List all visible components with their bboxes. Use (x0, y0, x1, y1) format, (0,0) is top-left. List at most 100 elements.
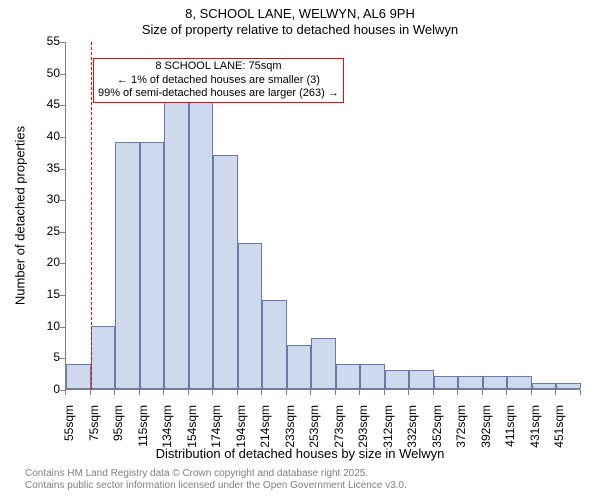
x-tick-label: 55sqm (62, 405, 76, 455)
x-tick-mark (580, 390, 581, 395)
y-tick-label: 35 (30, 161, 60, 175)
x-tick-label: 194sqm (234, 405, 248, 455)
histogram-bar (164, 98, 189, 389)
histogram-bar (115, 142, 140, 389)
y-tick-label: 30 (30, 192, 60, 206)
x-tick-mark (212, 390, 213, 395)
histogram-bar (189, 98, 214, 389)
y-tick-label: 0 (30, 382, 60, 396)
x-tick-label: 451sqm (552, 405, 566, 455)
x-tick-label: 411sqm (503, 405, 517, 455)
x-tick-mark (65, 390, 66, 395)
x-tick-mark (555, 390, 556, 395)
annotation-line1: 8 SCHOOL LANE: 75sqm (98, 60, 339, 74)
x-tick-mark (90, 390, 91, 395)
annotation-line2: ← 1% of detached houses are smaller (3) (98, 74, 339, 88)
x-tick-label: 312sqm (381, 405, 395, 455)
x-tick-mark (457, 390, 458, 395)
histogram-bar (66, 364, 91, 389)
property-annotation: 8 SCHOOL LANE: 75sqm← 1% of detached hou… (93, 58, 344, 103)
x-tick-label: 214sqm (258, 405, 272, 455)
x-tick-label: 253sqm (307, 405, 321, 455)
y-tick-mark (60, 263, 65, 264)
y-tick-mark (60, 74, 65, 75)
histogram-bar (532, 383, 557, 389)
y-tick-label: 55 (30, 34, 60, 48)
chart-title-address: 8, SCHOOL LANE, WELWYN, AL6 9PH (0, 6, 600, 21)
footer-line2: Contains public sector information licen… (25, 480, 407, 492)
y-axis-label: Number of detached properties (13, 116, 28, 316)
histogram-bar (311, 338, 336, 389)
x-tick-label: 431sqm (528, 405, 542, 455)
x-tick-label: 352sqm (430, 405, 444, 455)
x-tick-label: 332sqm (405, 405, 419, 455)
x-tick-mark (482, 390, 483, 395)
y-tick-label: 10 (30, 319, 60, 333)
y-tick-label: 20 (30, 255, 60, 269)
x-tick-label: 154sqm (185, 405, 199, 455)
x-tick-label: 293sqm (356, 405, 370, 455)
x-tick-mark (261, 390, 262, 395)
x-tick-mark (286, 390, 287, 395)
histogram-bar (385, 370, 410, 389)
y-tick-label: 25 (30, 224, 60, 238)
x-tick-mark (335, 390, 336, 395)
x-tick-mark (359, 390, 360, 395)
x-tick-mark (408, 390, 409, 395)
data-source-footer: Contains HM Land Registry data © Crown c… (25, 468, 407, 492)
x-tick-mark (506, 390, 507, 395)
plot-area: 8 SCHOOL LANE: 75sqm← 1% of detached hou… (65, 42, 580, 390)
x-tick-mark (237, 390, 238, 395)
y-tick-mark (60, 232, 65, 233)
histogram-chart: 8, SCHOOL LANE, WELWYN, AL6 9PH Size of … (0, 0, 600, 500)
histogram-bar (483, 376, 508, 389)
property-marker-line (91, 42, 92, 390)
histogram-bar (91, 326, 116, 389)
x-tick-mark (114, 390, 115, 395)
histogram-bar (434, 376, 459, 389)
x-tick-mark (531, 390, 532, 395)
x-tick-mark (433, 390, 434, 395)
histogram-bar (238, 243, 263, 389)
y-tick-mark (60, 105, 65, 106)
y-tick-mark (60, 42, 65, 43)
y-tick-label: 45 (30, 97, 60, 111)
x-tick-mark (384, 390, 385, 395)
x-tick-label: 75sqm (87, 405, 101, 455)
chart-subtitle: Size of property relative to detached ho… (0, 22, 600, 37)
y-tick-mark (60, 295, 65, 296)
histogram-bar (140, 142, 165, 389)
y-tick-mark (60, 327, 65, 328)
y-tick-label: 15 (30, 287, 60, 301)
x-tick-mark (139, 390, 140, 395)
histogram-bar (409, 370, 434, 389)
histogram-bar (213, 155, 238, 389)
y-tick-mark (60, 137, 65, 138)
y-tick-mark (60, 169, 65, 170)
x-tick-label: 95sqm (111, 405, 125, 455)
x-tick-label: 273sqm (332, 405, 346, 455)
histogram-bar (458, 376, 483, 389)
y-tick-mark (60, 200, 65, 201)
x-tick-label: 233sqm (283, 405, 297, 455)
x-tick-mark (163, 390, 164, 395)
histogram-bar (262, 300, 287, 389)
y-tick-label: 50 (30, 66, 60, 80)
x-tick-label: 134sqm (160, 405, 174, 455)
annotation-line3: 99% of semi-detached houses are larger (… (98, 87, 339, 101)
x-tick-label: 392sqm (479, 405, 493, 455)
y-tick-label: 40 (30, 129, 60, 143)
footer-line1: Contains HM Land Registry data © Crown c… (25, 468, 407, 480)
x-tick-mark (188, 390, 189, 395)
x-tick-label: 372sqm (454, 405, 468, 455)
x-tick-mark (310, 390, 311, 395)
x-tick-label: 115sqm (136, 405, 150, 455)
y-tick-mark (60, 358, 65, 359)
y-tick-label: 5 (30, 350, 60, 364)
histogram-bar (287, 345, 312, 389)
histogram-bar (507, 376, 532, 389)
histogram-bar (336, 364, 361, 389)
histogram-bar (360, 364, 385, 389)
x-tick-label: 174sqm (209, 405, 223, 455)
histogram-bar (556, 383, 581, 389)
